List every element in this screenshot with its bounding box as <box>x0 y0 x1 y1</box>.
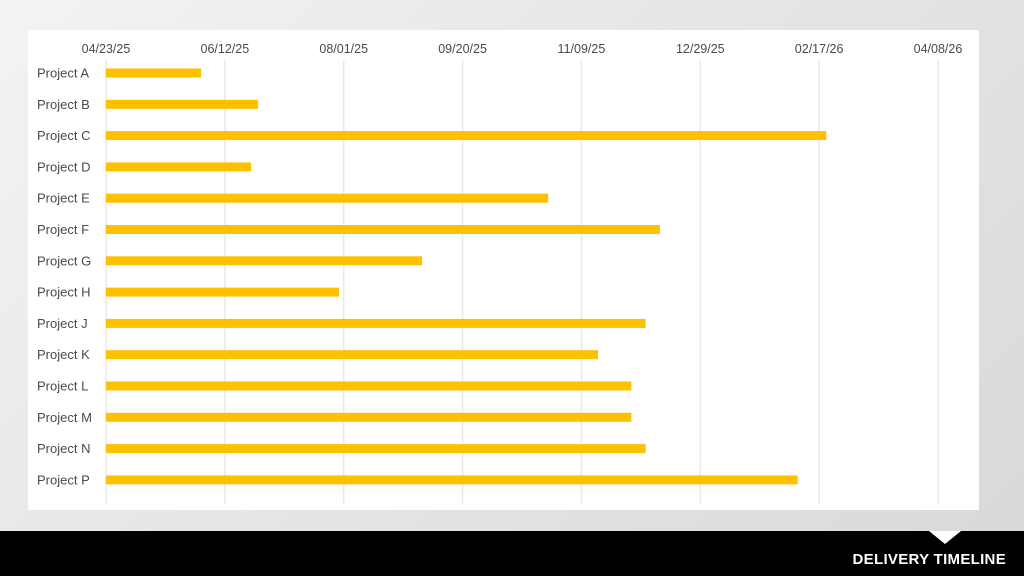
x-tick-label: 02/17/26 <box>795 42 844 56</box>
timeline-bar <box>106 444 646 454</box>
footer-title: DELIVERY TIMELINE <box>852 551 1006 568</box>
category-label: Project J <box>37 316 88 331</box>
footer-bar <box>0 531 1024 576</box>
category-label: Project A <box>37 66 89 81</box>
timeline-bar <box>106 99 259 109</box>
category-label: Project B <box>37 97 90 112</box>
timeline-bar <box>106 412 632 422</box>
category-label: Project G <box>37 253 91 268</box>
category-label: Project P <box>37 472 90 487</box>
category-label: Project M <box>37 410 92 425</box>
category-label: Project C <box>37 128 90 143</box>
category-label: Project L <box>37 379 88 394</box>
timeline-bar <box>106 475 798 485</box>
x-tick-label: 04/08/26 <box>914 42 963 56</box>
timeline-bar <box>106 193 549 203</box>
gantt-chart-panel: 04/23/25 06/12/25 08/01/25 09/20/25 11/09/25… <box>28 30 979 510</box>
category-label: Project D <box>37 159 90 174</box>
timeline-bar <box>106 225 660 234</box>
category-label: Project H <box>37 285 90 300</box>
delivery-timeline-chart: 04/23/25 06/12/25 08/01/25 09/20/25 11/09/25… <box>37 42 963 504</box>
timeline-bar <box>106 350 599 360</box>
category-label: Project N <box>37 441 90 456</box>
footer-notch-shape <box>929 531 961 544</box>
category-label: Project F <box>37 222 89 237</box>
category-label: Project K <box>37 347 90 362</box>
x-tick-label: 08/01/25 <box>319 42 368 56</box>
category-label: Project E <box>37 191 90 206</box>
timeline-bar <box>106 287 339 297</box>
timeline-bar <box>106 318 646 328</box>
timeline-bar <box>106 256 423 266</box>
x-tick-label: 04/23/25 <box>82 42 131 56</box>
timeline-bar <box>106 162 252 172</box>
timeline-bar <box>106 381 632 391</box>
x-tick-label: 09/20/25 <box>438 42 487 56</box>
timeline-bar <box>106 68 202 78</box>
x-tick-label: 11/09/25 <box>558 42 606 56</box>
timeline-bar <box>106 131 827 141</box>
x-tick-label: 06/12/25 <box>201 42 250 56</box>
x-tick-label: 12/29/25 <box>676 42 725 56</box>
